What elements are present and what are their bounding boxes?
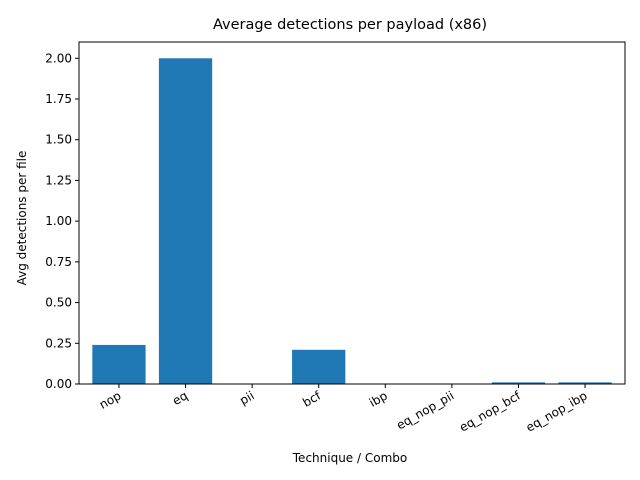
plot-frame bbox=[78, 41, 626, 385]
y-tick-label: 0.25 bbox=[45, 336, 72, 350]
bar-eq-nop-bcf bbox=[491, 382, 546, 384]
bar-nop bbox=[92, 344, 146, 384]
plot-area bbox=[92, 58, 612, 385]
y-tick-label: 1.50 bbox=[45, 133, 72, 147]
chart-title: Average detections per payload (x86) bbox=[213, 17, 487, 33]
bar-bcf bbox=[292, 349, 346, 384]
bar-eq bbox=[158, 58, 213, 385]
y-tick-label: 0.00 bbox=[45, 377, 72, 391]
x-tick-label: pii bbox=[237, 388, 256, 407]
y-tick-label: 1.00 bbox=[45, 214, 72, 228]
y-tick-label: 1.25 bbox=[45, 173, 72, 187]
bar-eq-nop-ibp bbox=[558, 382, 612, 384]
y-tick-label: 1.75 bbox=[45, 92, 72, 106]
y-tick-label: 0.50 bbox=[45, 296, 72, 310]
y-tick-label: 2.00 bbox=[45, 51, 72, 65]
x-axis-label: Technique / Combo bbox=[292, 451, 407, 465]
y-axis-label: Avg detections per file bbox=[15, 151, 29, 286]
y-axis: 0.00 0.25 0.50 0.75 1.00 1.25 1.50 1.75 2.00 bbox=[45, 51, 79, 391]
y-tick-label: 0.75 bbox=[45, 255, 72, 269]
x-tick-label: eq bbox=[170, 388, 190, 408]
